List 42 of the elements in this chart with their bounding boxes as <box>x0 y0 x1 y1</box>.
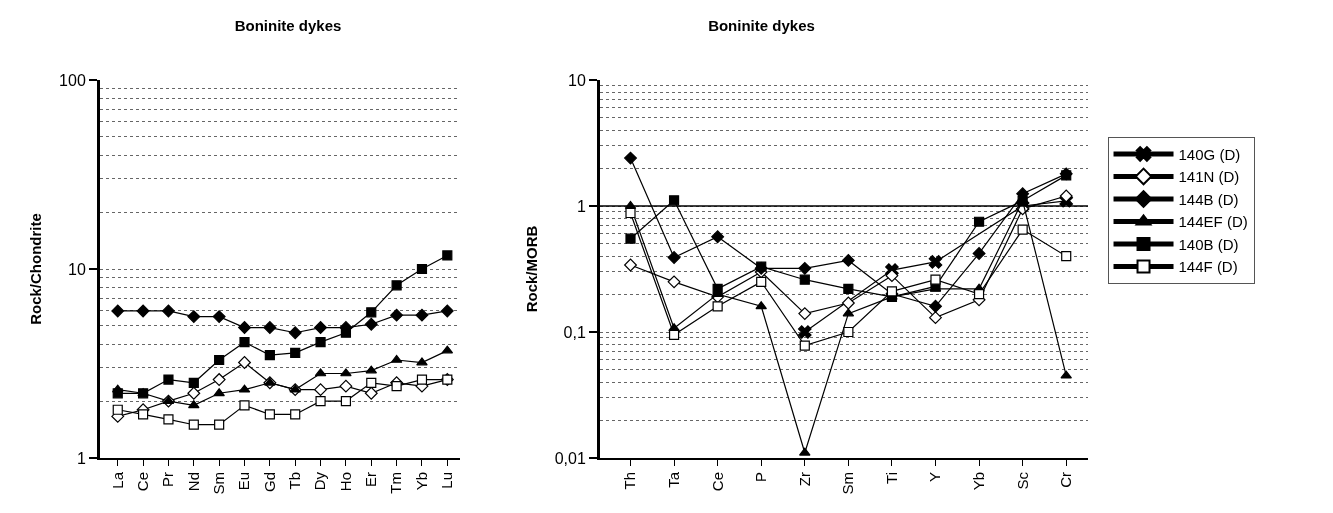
legend-label: 141N (D) <box>1178 168 1240 186</box>
legend-label: 140G (D) <box>1178 145 1241 163</box>
x-tick-label: Lu <box>438 472 456 489</box>
x-tick-label: Ho <box>336 472 354 492</box>
y-axis-title: Rock/MORB <box>522 225 540 313</box>
x-tick-label: Nd <box>184 472 202 492</box>
x-tick-label: Tm <box>387 472 405 494</box>
y-tick-label: 10 <box>568 71 586 89</box>
y-axis-title: Rock/Chondrite <box>27 213 45 325</box>
x-tick-label: Sc <box>1013 471 1031 490</box>
x-tick-label: La <box>108 471 126 489</box>
y-tick-label: 1 <box>576 197 586 215</box>
x-tick-label: Ta <box>664 471 682 488</box>
legend-label: 140B (D) <box>1178 235 1239 253</box>
legend-label: 144B (D) <box>1178 190 1239 208</box>
x-tick-label: Th <box>621 472 639 490</box>
x-tick-label: Eu <box>235 472 253 491</box>
x-tick-label: Dy <box>311 471 329 491</box>
x-tick-label: Cr <box>1057 472 1075 488</box>
y-tick-label: 0,01 <box>554 449 586 467</box>
y-tick-label: 0,1 <box>563 323 586 341</box>
x-tick-label: P <box>752 472 770 483</box>
legend-label: 144F (D) <box>1178 258 1238 276</box>
legend-label: 144EF (D) <box>1178 213 1248 231</box>
y-tick-label: 10 <box>68 260 86 278</box>
y-tick-label: 100 <box>59 71 86 89</box>
x-tick-label: Zr <box>795 472 813 487</box>
x-tick-label: Sm <box>210 472 228 495</box>
x-tick-label: Yb <box>969 472 987 491</box>
x-tick-label: Sm <box>839 472 857 495</box>
x-tick-label: Ce <box>708 472 726 492</box>
x-tick-label: Tb <box>286 472 304 490</box>
x-tick-label: Ce <box>133 472 151 492</box>
x-tick-label: Er <box>362 472 380 487</box>
x-tick-label: Pr <box>159 472 177 487</box>
x-tick-label: Gd <box>260 472 278 493</box>
chart-title: Boninite dykes <box>708 17 815 35</box>
chart-title: Boninite dykes <box>234 17 342 35</box>
x-tick-label: Y <box>926 472 944 483</box>
x-tick-label: Ti <box>882 472 900 484</box>
x-tick-label: Yb <box>412 472 430 491</box>
y-tick-label: 1 <box>76 449 86 467</box>
